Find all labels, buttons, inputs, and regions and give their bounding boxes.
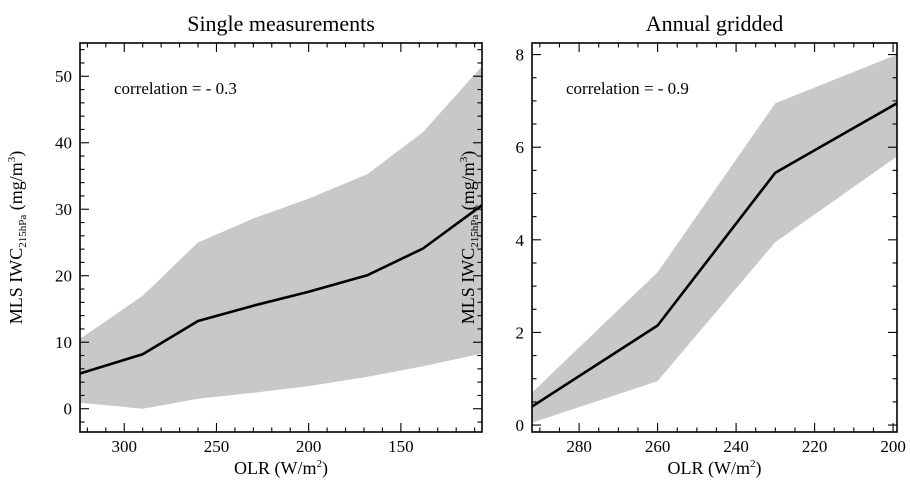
- x-axis-label-close: ): [322, 458, 328, 479]
- y-tick-label: 2: [516, 323, 525, 342]
- y-axis-label-units: (mg/m: [6, 162, 27, 215]
- correlation-annotation: correlation = - 0.3: [114, 79, 237, 98]
- y-tick-label: 0: [516, 416, 525, 435]
- chart-title: Annual gridded: [646, 11, 783, 36]
- x-tick-label: 220: [802, 437, 828, 456]
- x-tick-label: 250: [204, 437, 230, 456]
- y-tick-label: 20: [55, 267, 72, 286]
- y-axis-label-main: MLS IWC: [6, 248, 26, 325]
- spread-band: [80, 66, 482, 409]
- x-tick-label: 150: [388, 437, 414, 456]
- y-tick-label: 10: [55, 333, 72, 352]
- x-tick-label: 200: [880, 437, 906, 456]
- y-tick-label: 30: [55, 200, 72, 219]
- x-axis-label: OLR (W/m2): [234, 458, 328, 479]
- y-axis-label-superscript: 3: [458, 156, 470, 162]
- x-tick-label: 300: [112, 437, 138, 456]
- x-axis-label-main: OLR (W/m: [668, 458, 751, 479]
- spread-band: [532, 54, 897, 423]
- tick-marks: [532, 43, 897, 432]
- chart-title: Single measurements: [187, 11, 375, 36]
- x-axis-label-superscript: 2: [317, 458, 323, 470]
- x-axis-label-main: OLR (W/m: [234, 458, 317, 479]
- plot-frame: [531, 42, 898, 433]
- x-tick-label: 260: [645, 437, 671, 456]
- y-axis-label-subscript: 215hPa: [469, 215, 481, 248]
- mean-line: [80, 204, 482, 375]
- x-axis-label-superscript: 2: [750, 458, 756, 470]
- y-tick-label: 50: [55, 67, 72, 86]
- y-axis-label: MLS IWC215hPa (mg/m3): [458, 151, 481, 325]
- x-tick-label: 200: [296, 437, 322, 456]
- y-axis-label-main: MLS IWC: [458, 248, 478, 325]
- y-tick-label: 4: [516, 231, 525, 250]
- x-axis-label-close: ): [756, 458, 762, 479]
- chart-panel-1: 300 250 200 150 0 10 20 30 40 50 Single measuremen…: [6, 11, 483, 479]
- x-tick-label: 240: [723, 437, 749, 456]
- y-axis-label-superscript: 3: [6, 156, 18, 162]
- y-tick-label: 0: [64, 400, 73, 419]
- chart-panel-2: 280 260 240 220 200 0 2 4 6 8 Annual gridded correl…: [458, 11, 906, 479]
- y-tick-label: 8: [516, 46, 525, 65]
- correlation-annotation: correlation = - 0.9: [566, 79, 689, 98]
- y-axis-label-close: ): [6, 151, 27, 157]
- x-tick-label: 280: [566, 437, 592, 456]
- y-axis-label-close: ): [458, 151, 479, 157]
- y-axis-label: MLS IWC215hPa (mg/m3): [6, 151, 29, 325]
- mean-line: [532, 102, 897, 408]
- plot-frame: [79, 42, 483, 433]
- y-axis-label-subscript: 215hPa: [17, 215, 29, 248]
- y-axis-label-units: (mg/m: [458, 162, 479, 215]
- x-axis-label: OLR (W/m2): [668, 458, 762, 479]
- y-tick-label: 40: [55, 134, 72, 153]
- tick-marks: [80, 43, 482, 432]
- y-tick-label: 6: [516, 138, 525, 157]
